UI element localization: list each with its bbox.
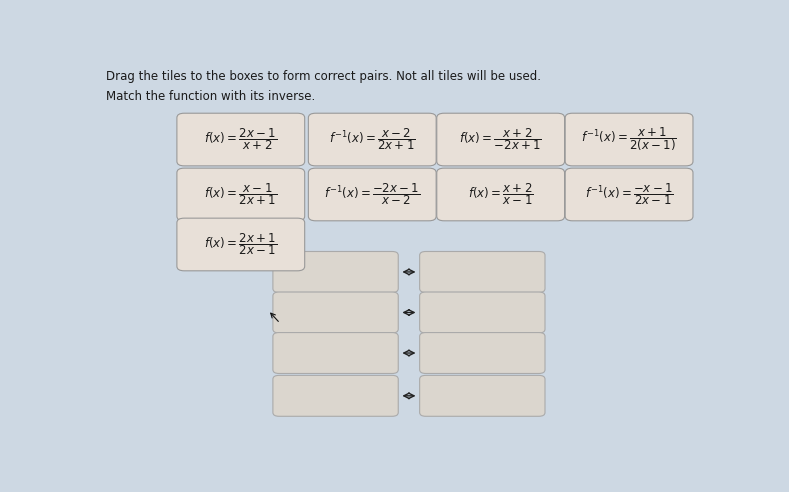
Text: $f(x)=\dfrac{x+2}{-2x+1}$: $f(x)=\dfrac{x+2}{-2x+1}$ (459, 127, 542, 153)
FancyBboxPatch shape (273, 333, 398, 373)
Text: Match the function with its inverse.: Match the function with its inverse. (106, 90, 316, 103)
Text: $f(x)=\dfrac{x-1}{2x+1}$: $f(x)=\dfrac{x-1}{2x+1}$ (204, 182, 277, 207)
FancyBboxPatch shape (437, 113, 565, 166)
FancyBboxPatch shape (177, 113, 305, 166)
FancyBboxPatch shape (420, 251, 545, 292)
Text: $f(x)=\dfrac{2x-1}{x+2}$: $f(x)=\dfrac{2x-1}{x+2}$ (204, 127, 277, 153)
FancyBboxPatch shape (273, 375, 398, 416)
FancyBboxPatch shape (273, 251, 398, 292)
FancyBboxPatch shape (437, 168, 565, 221)
FancyBboxPatch shape (420, 333, 545, 373)
Text: Drag the tiles to the boxes to form correct pairs. Not all tiles will be used.: Drag the tiles to the boxes to form corr… (106, 70, 541, 83)
FancyBboxPatch shape (420, 292, 545, 333)
FancyBboxPatch shape (177, 168, 305, 221)
FancyBboxPatch shape (308, 168, 436, 221)
FancyBboxPatch shape (177, 218, 305, 271)
Text: $f(x)=\dfrac{x+2}{x-1}$: $f(x)=\dfrac{x+2}{x-1}$ (468, 182, 533, 207)
Text: $f^{-1}(x)=\dfrac{-2x-1}{x-2}$: $f^{-1}(x)=\dfrac{-2x-1}{x-2}$ (324, 182, 421, 207)
FancyBboxPatch shape (420, 375, 545, 416)
FancyBboxPatch shape (565, 168, 693, 221)
Text: $f^{-1}(x)=\dfrac{-x-1}{2x-1}$: $f^{-1}(x)=\dfrac{-x-1}{2x-1}$ (585, 182, 674, 207)
Text: $f^{-1}(x)=\dfrac{x-2}{2x+1}$: $f^{-1}(x)=\dfrac{x-2}{2x+1}$ (329, 127, 416, 153)
Text: $f^{-1}(x)=\dfrac{x+1}{2(x-1)}$: $f^{-1}(x)=\dfrac{x+1}{2(x-1)}$ (581, 125, 677, 154)
Text: $f(x)=\dfrac{2x+1}{2x-1}$: $f(x)=\dfrac{2x+1}{2x-1}$ (204, 232, 277, 257)
FancyBboxPatch shape (308, 113, 436, 166)
FancyBboxPatch shape (565, 113, 693, 166)
FancyBboxPatch shape (273, 292, 398, 333)
